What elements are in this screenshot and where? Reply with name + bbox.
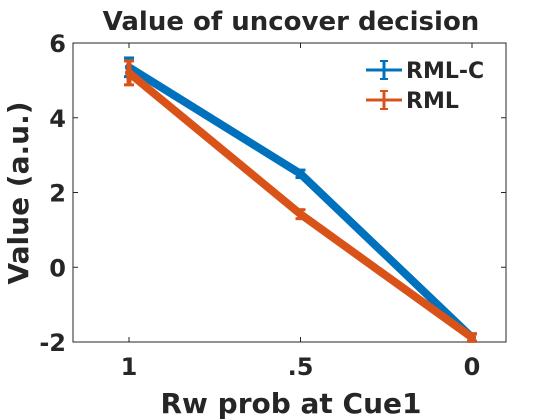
y-tick-label: 0 bbox=[49, 254, 66, 282]
data-point bbox=[125, 68, 133, 77]
y-axis-label: Value (a.u.) bbox=[2, 102, 35, 285]
data-point bbox=[296, 210, 305, 219]
x-axis-label: Rw prob at Cue1 bbox=[160, 387, 421, 420]
chart-title: Value of uncover decision bbox=[103, 7, 480, 37]
x-tick-label: .5 bbox=[288, 353, 314, 381]
legend: RML-C RML bbox=[366, 59, 484, 114]
data-point bbox=[296, 169, 305, 178]
y-tick-label: 2 bbox=[49, 180, 66, 208]
x-tick-label: 1 bbox=[121, 353, 138, 381]
plot-area bbox=[72, 42, 507, 343]
y-tick-label: -2 bbox=[39, 329, 66, 357]
y-axis-ticks: -2 0 2 4 6 bbox=[39, 30, 506, 357]
x-axis-ticks: 1.5 0 bbox=[121, 43, 481, 381]
x-tick-label: 0 bbox=[464, 353, 481, 381]
series-layer bbox=[124, 56, 477, 343]
y-tick-label: 6 bbox=[49, 30, 66, 58]
legend-label: RML-C bbox=[406, 59, 484, 84]
legend-label: RML bbox=[406, 89, 459, 114]
y-tick-label: 4 bbox=[49, 105, 66, 133]
data-point bbox=[468, 333, 476, 342]
